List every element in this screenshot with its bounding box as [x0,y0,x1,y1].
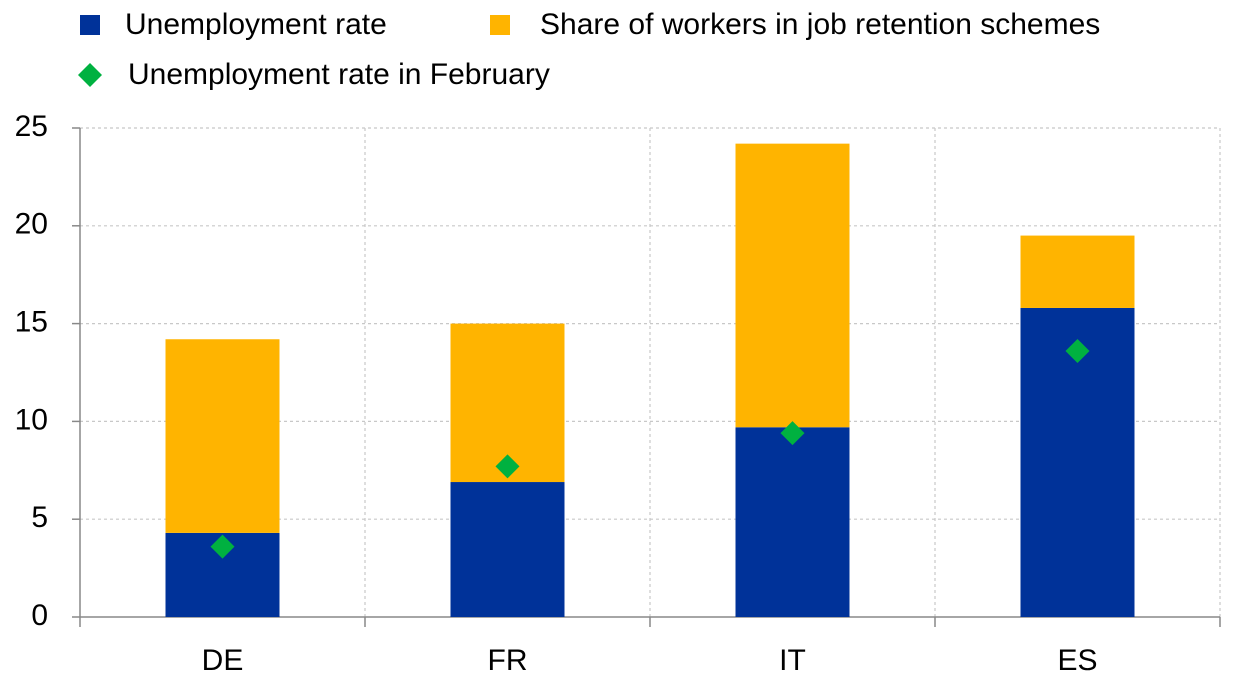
y-tick-label: 0 [31,599,48,632]
legend-label: Unemployment rate [125,8,387,41]
x-tick-label: DE [202,644,244,677]
diamond-marker [210,534,235,559]
y-tick-label: 25 [15,110,48,143]
bar-segment [165,339,280,533]
diamond-marker [1065,338,1090,363]
y-tick-label: 15 [15,306,48,339]
y-tick-label: 20 [15,208,48,241]
legend-label: Unemployment rate in February [128,58,550,91]
y-tick-label: 10 [15,403,48,436]
y-tick-label: 5 [31,501,48,534]
legend-swatch [490,15,510,35]
legend-marker [78,63,102,87]
bar-segment [450,482,565,617]
diamond-marker [495,454,520,479]
bar-segment [1020,235,1135,308]
x-tick-label: FR [488,644,528,677]
x-tick-label: IT [779,644,806,677]
diamond-marker [780,421,805,446]
bar-segment [735,143,850,428]
bar-segment [735,427,850,617]
legend-label: Share of workers in job retention scheme… [540,8,1100,41]
x-tick-label: ES [1057,644,1097,677]
legend-swatch [80,15,100,35]
